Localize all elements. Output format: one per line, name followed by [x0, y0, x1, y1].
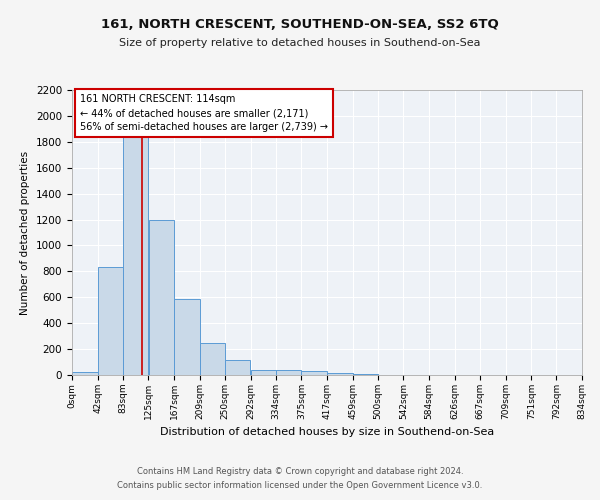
Bar	[200, 342, 225, 375]
Text: 161, NORTH CRESCENT, SOUTHEND-ON-SEA, SS2 6TQ: 161, NORTH CRESCENT, SOUTHEND-ON-SEA, SS…	[101, 18, 499, 30]
Bar	[353, 374, 377, 375]
Text: Contains HM Land Registry data © Crown copyright and database right 2024.: Contains HM Land Registry data © Crown c…	[137, 467, 463, 476]
Bar	[327, 373, 353, 375]
Bar	[174, 298, 200, 375]
Bar	[277, 370, 301, 375]
Text: Contains public sector information licensed under the Open Government Licence v3: Contains public sector information licen…	[118, 481, 482, 490]
Bar	[123, 136, 148, 375]
X-axis label: Distribution of detached houses by size in Southend-on-Sea: Distribution of detached houses by size …	[160, 428, 494, 438]
Bar	[149, 220, 174, 375]
Bar	[225, 360, 250, 375]
Bar	[251, 370, 276, 375]
Y-axis label: Number of detached properties: Number of detached properties	[20, 150, 31, 314]
Bar	[301, 371, 327, 375]
Text: Size of property relative to detached houses in Southend-on-Sea: Size of property relative to detached ho…	[119, 38, 481, 48]
Bar	[72, 372, 98, 375]
Text: 161 NORTH CRESCENT: 114sqm
← 44% of detached houses are smaller (2,171)
56% of s: 161 NORTH CRESCENT: 114sqm ← 44% of deta…	[80, 94, 328, 132]
Bar	[98, 268, 122, 375]
